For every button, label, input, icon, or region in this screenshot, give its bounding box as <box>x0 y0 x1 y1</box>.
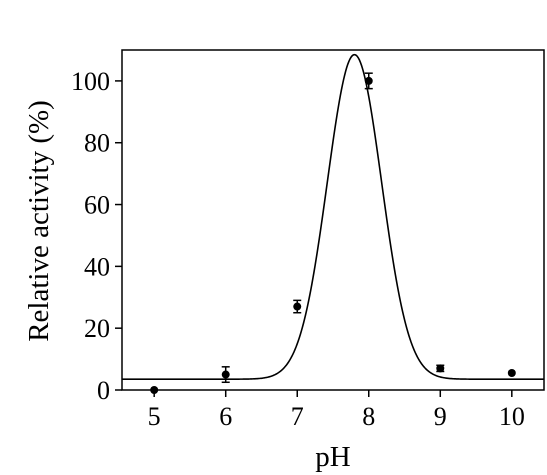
y-axis-label: Relative activity (%) <box>23 100 55 342</box>
x-axis-ticks: 5 6 7 8 9 10 <box>148 390 525 431</box>
x-tick-label: 7 <box>291 402 304 431</box>
data-points-group <box>150 76 516 394</box>
data-point <box>221 370 230 379</box>
x-tick-label: 8 <box>362 402 375 431</box>
y-tick-label: 20 <box>84 314 110 343</box>
data-point <box>293 302 302 311</box>
y-tick-label: 60 <box>84 191 110 220</box>
y-axis-ticks: 0 20 40 60 80 100 <box>71 67 122 405</box>
data-point <box>436 364 445 373</box>
x-axis-label: pH <box>315 441 351 473</box>
x-tick-label: 6 <box>219 402 232 431</box>
data-point <box>364 76 373 85</box>
y-tick-label: 0 <box>97 376 110 405</box>
y-tick-label: 40 <box>84 252 110 281</box>
x-tick-label: 9 <box>434 402 447 431</box>
x-tick-label: 10 <box>499 402 525 431</box>
x-tick-label: 5 <box>148 402 161 431</box>
error-bars-group <box>221 72 445 384</box>
fit-curve-line <box>122 53 544 380</box>
fit-curve-group <box>122 53 544 380</box>
data-point <box>507 369 516 377</box>
plot-border <box>121 49 545 391</box>
y-tick-label: 100 <box>71 67 110 96</box>
y-tick-label: 80 <box>84 129 110 158</box>
plot-frame <box>121 49 545 391</box>
